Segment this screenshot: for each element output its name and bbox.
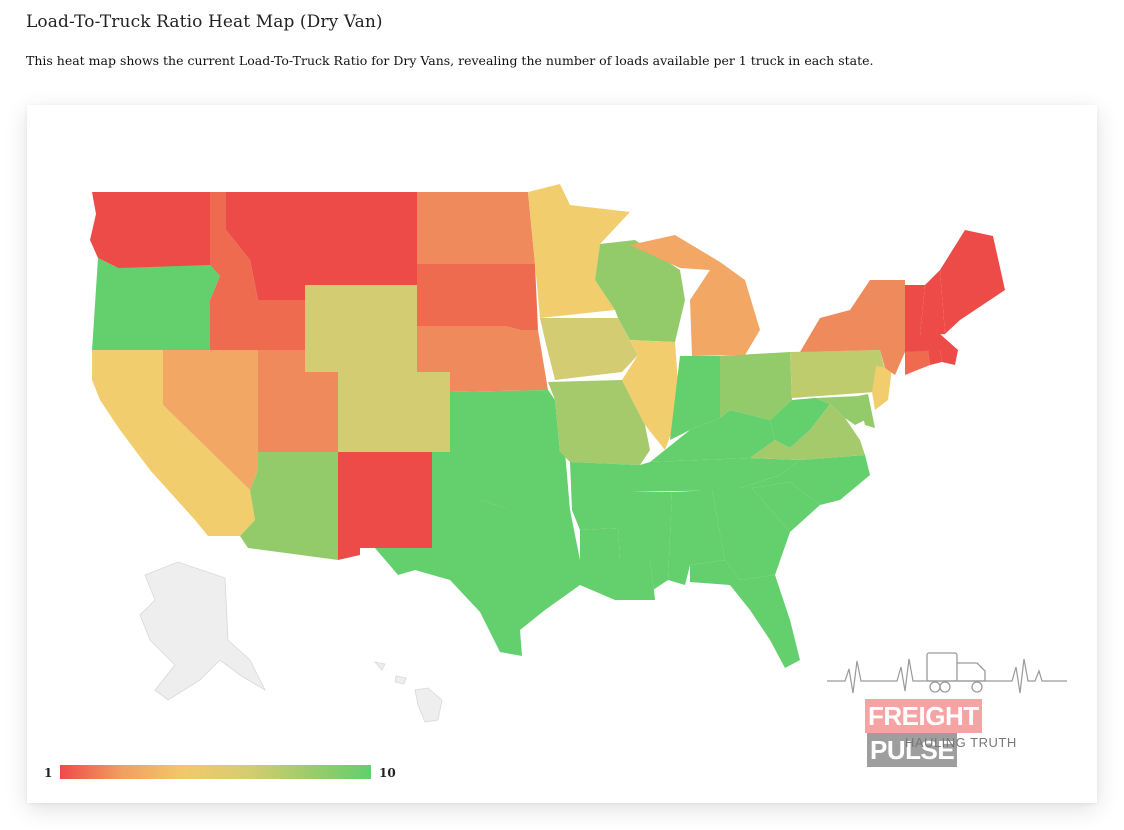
freight-pulse-logo: FREIGHTPULSE HAULING TRUTH [827,641,1067,767]
legend: 1 10 [42,765,402,781]
state-hi[interactable] [373,661,443,723]
state-wv[interactable] [770,398,830,448]
state-nd[interactable] [417,192,535,264]
state-mt[interactable] [226,192,417,300]
state-il[interactable] [622,340,680,450]
legend-min-label: 1 [44,766,53,780]
state-ok[interactable] [432,452,570,512]
state-md[interactable] [815,396,865,425]
state-nv[interactable] [163,350,258,490]
state-nm[interactable] [338,452,432,560]
state-ar[interactable] [570,462,640,530]
state-tx[interactable] [375,462,580,656]
state-fl[interactable] [690,560,800,668]
state-vt[interactable] [905,285,925,336]
state-id[interactable] [210,192,305,350]
map-card: 1 10 FREIGHTPULSE HAULING TRUTH [27,105,1097,803]
logo-tagline: HAULING TRUTH [905,735,1017,750]
state-az[interactable] [240,452,338,560]
state-mn[interactable] [528,184,630,318]
state-ky[interactable] [650,410,775,462]
page-description: This heat map shows the current Load-To-… [26,53,874,68]
state-la[interactable] [580,528,655,600]
page-title: Load-To-Truck Ratio Heat Map (Dry Van) [26,12,383,32]
state-pa[interactable] [790,350,885,398]
state-nh[interactable] [920,270,945,336]
state-nc[interactable] [735,455,870,505]
state-me[interactable] [940,230,1005,334]
state-ks[interactable] [450,390,560,452]
state-ca[interactable] [92,350,255,536]
state-ny[interactable] [800,280,905,375]
state-tn[interactable] [630,458,800,492]
state-mo[interactable] [548,380,650,465]
state-co[interactable] [338,372,450,452]
logo-brand-word-2: PULSE [867,733,958,767]
state-ri[interactable] [928,350,942,365]
state-ak[interactable] [139,561,266,701]
state-ne[interactable] [417,326,548,392]
state-oh[interactable] [720,352,792,420]
logo-brand-word-1: FREIGHT [865,699,982,733]
state-al[interactable] [668,490,725,585]
state-ga[interactable] [712,488,790,580]
state-ut[interactable] [258,350,338,452]
state-va[interactable] [750,404,865,460]
state-or[interactable] [92,258,220,350]
state-in[interactable] [670,356,720,440]
state-sc[interactable] [752,482,820,532]
state-ct[interactable] [905,350,930,375]
state-de[interactable] [858,394,875,428]
legend-color-bar [60,765,371,779]
legend-max-label: 10 [379,766,396,780]
state-sd[interactable] [417,264,538,330]
logo-brand: FREIGHTPULSE [865,699,1025,767]
truck-heartbeat-icon [827,652,1067,694]
state-wy[interactable] [305,285,417,372]
state-ia[interactable] [540,318,638,380]
state-mi[interactable] [630,235,760,356]
state-nj[interactable] [872,366,892,410]
state-wa[interactable] [90,192,210,268]
state-ma[interactable] [905,334,958,365]
us-heat-map [90,184,1005,723]
state-wi[interactable] [595,240,685,342]
state-ms[interactable] [618,492,672,600]
